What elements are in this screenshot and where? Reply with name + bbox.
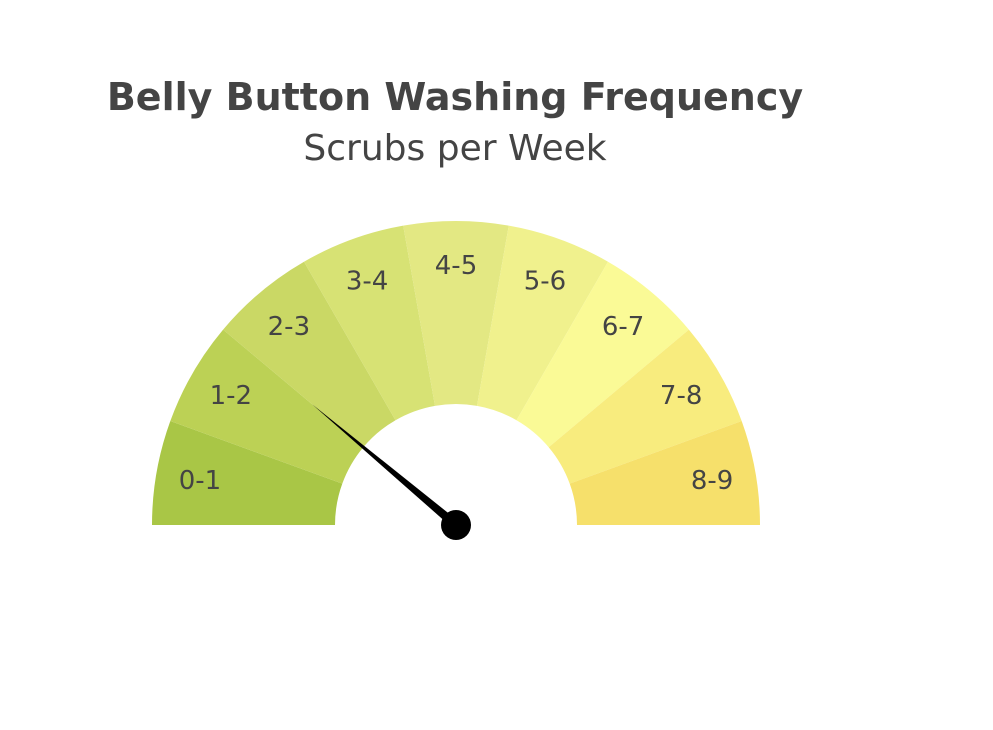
gauge-label-5-6: 5-6 <box>524 267 566 297</box>
gauge-label-3-4: 3-4 <box>346 267 388 297</box>
gauge-label-7-8: 7-8 <box>660 381 702 411</box>
gauge-label-0-1: 0-1 <box>179 466 221 496</box>
gauge-label-6-7: 6-7 <box>602 312 644 342</box>
gauge-segment-0-1 <box>152 421 343 525</box>
gauge-segment-1-2 <box>170 329 364 484</box>
gauge-needle-hub <box>441 510 471 540</box>
gauge-label-4-5: 4-5 <box>435 251 477 281</box>
gauge-label-1-2: 1-2 <box>210 381 252 411</box>
chart-title: Belly Button Washing Frequency <box>107 75 804 119</box>
gauge-segment-7-8 <box>548 329 742 484</box>
chart-subtitle: Scrubs per Week <box>303 128 606 169</box>
gauge-segments <box>152 221 760 525</box>
gauge-labels: 0-1 1-2 2-3 3-4 4-5 5-6 6-7 7-8 8-9 <box>179 251 734 496</box>
gauge-label-2-3: 2-3 <box>268 312 310 342</box>
gauge-needle-pointer <box>311 404 459 529</box>
gauge-segment-6-7 <box>516 261 689 448</box>
gauge-label-8-9: 8-9 <box>691 466 733 496</box>
gauge-segment-8-9 <box>569 421 760 525</box>
gauge-needle <box>311 404 471 540</box>
gauge-segment-2-3 <box>223 261 396 448</box>
gauge-segment-4-5 <box>403 221 509 406</box>
gauge-segment-5-6 <box>477 225 608 421</box>
gauge-segment-3-4 <box>304 225 435 421</box>
